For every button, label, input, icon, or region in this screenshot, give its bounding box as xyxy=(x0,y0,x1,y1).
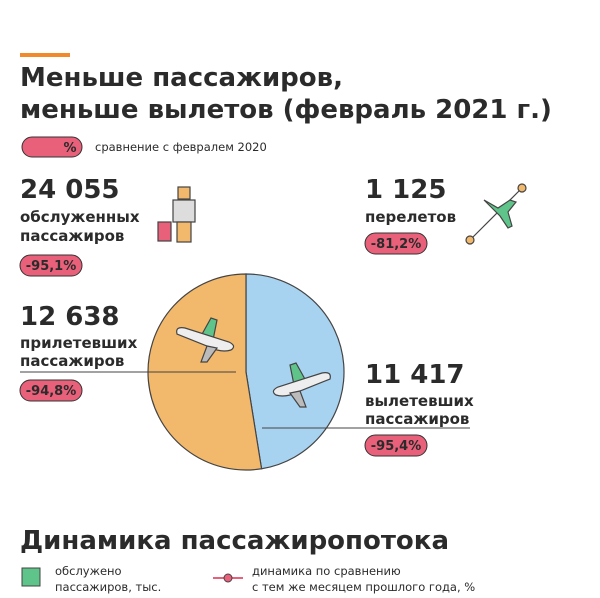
pie xyxy=(147,273,345,471)
change-label: -95,1% xyxy=(26,259,77,274)
slice-label: вылетевших xyxy=(365,392,474,410)
stat-text: обслуженных xyxy=(20,208,140,226)
change-pill xyxy=(364,232,428,255)
title-line: Меньше пассажиров, xyxy=(20,63,343,93)
plane-wing xyxy=(200,345,219,363)
route-icon xyxy=(465,183,527,245)
change-pill xyxy=(19,254,83,277)
legend-swatch xyxy=(21,567,41,587)
legend-text: обслужено xyxy=(55,564,122,578)
plane-body xyxy=(272,372,331,397)
legend-badge-pill xyxy=(21,136,83,158)
section-title: Динамика пассажиропотока xyxy=(20,526,449,556)
legend-dot xyxy=(223,573,233,583)
plane-wing xyxy=(288,390,307,408)
change-pill xyxy=(19,379,83,402)
legend-badge: % xyxy=(63,141,76,156)
change-label: -95,4% xyxy=(371,439,422,454)
title-line: меньше вылетов (февраль 2021 г.) xyxy=(20,95,552,125)
stat-text: перелетов xyxy=(365,208,456,226)
person-icon xyxy=(157,186,196,243)
slice-value: 12 638 xyxy=(20,302,120,332)
change-pill xyxy=(364,434,428,457)
slice-label: пассажиров xyxy=(365,410,469,428)
slice-label: прилетевших xyxy=(20,334,138,352)
change-label: -94,8% xyxy=(26,384,77,399)
slice-value: 11 417 xyxy=(365,360,465,390)
stat-value: 1 125 xyxy=(365,175,446,205)
plane-icon xyxy=(272,362,331,408)
slice-label: пассажиров xyxy=(20,352,124,370)
legend-text: сравнение с февралем 2020 xyxy=(95,140,267,154)
change-label: -81,2% xyxy=(371,237,422,252)
legend-text: пассажиров, тыс. xyxy=(55,580,161,594)
legend-text: с тем же месяцем прошлого года, % xyxy=(252,580,475,594)
accent-bar xyxy=(20,53,70,57)
plane-icon xyxy=(176,317,235,363)
plane-body xyxy=(176,327,235,352)
legend-text: динамика по сравнению xyxy=(252,564,401,578)
stat-value: 24 055 xyxy=(20,175,120,205)
stat-text: пассажиров xyxy=(20,227,124,245)
